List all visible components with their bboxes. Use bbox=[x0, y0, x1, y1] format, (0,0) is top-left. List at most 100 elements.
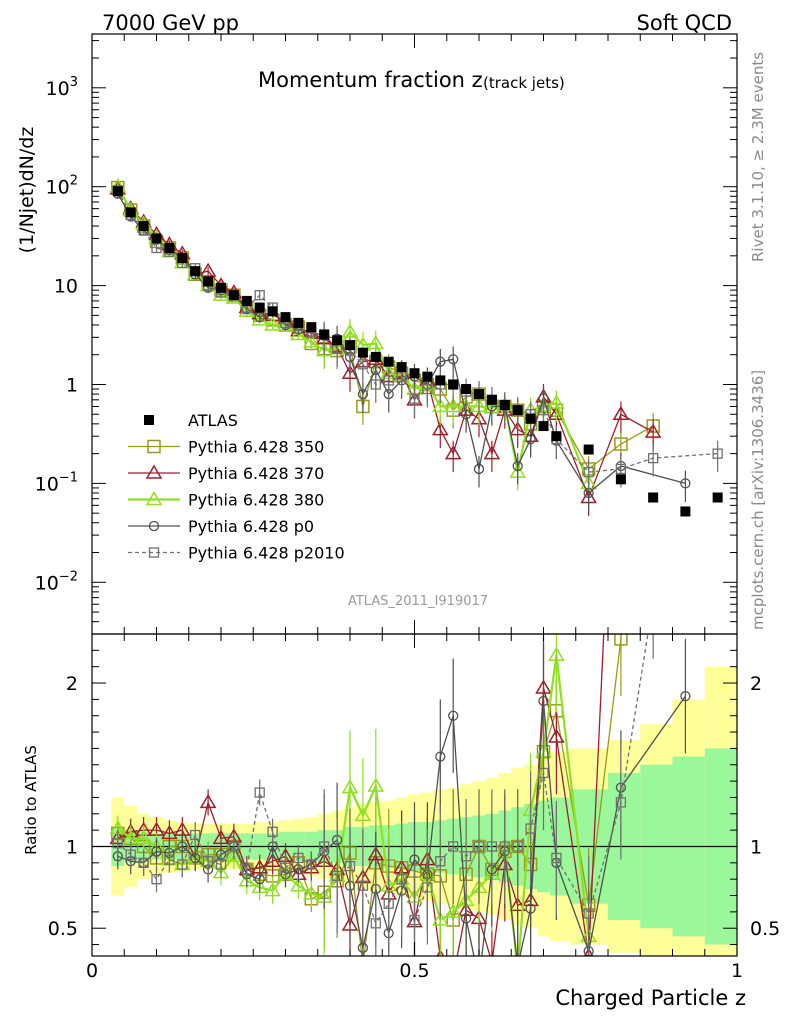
ratio-point-380 bbox=[444, 903, 462, 918]
data-point-p2010 bbox=[383, 375, 394, 386]
ratio-point-p0 bbox=[151, 846, 162, 857]
data-point-atlas bbox=[383, 356, 394, 367]
data-point-atlas bbox=[461, 384, 472, 395]
data-point-380 bbox=[290, 326, 307, 341]
ratio-point-p2010 bbox=[267, 826, 278, 837]
ratio-point-380 bbox=[264, 882, 281, 897]
main-panel: 10−2 10−1 1 10 102 103 bbox=[35, 33, 738, 635]
ratio-point-p2010 bbox=[649, 597, 658, 606]
ratio-point-370 bbox=[646, 251, 660, 263]
data-point-370 bbox=[483, 445, 501, 460]
ratio-point-350 bbox=[357, 958, 369, 970]
ratio-point-350 bbox=[614, 634, 628, 646]
data-point-p0 bbox=[357, 388, 369, 400]
ratio-point-p2010 bbox=[280, 862, 291, 873]
data-point-atlas bbox=[583, 444, 594, 455]
data-point-p2010 bbox=[396, 371, 407, 382]
data-point-p2010 bbox=[648, 452, 659, 464]
data-point-380 bbox=[341, 323, 359, 338]
ratio-point-380 bbox=[290, 877, 307, 892]
data-point-370 bbox=[509, 421, 527, 436]
ratio-point-p0 bbox=[475, 976, 484, 985]
data-point-380 bbox=[367, 334, 385, 350]
data-point-370 bbox=[199, 262, 217, 277]
ratio-panel: 0.5 0.5 1 1 2 2 0 0.5 1 bbox=[48, 251, 780, 985]
y-tick-label-main: 102 bbox=[46, 174, 78, 199]
data-point-380 bbox=[444, 397, 462, 413]
data-point-p0 bbox=[473, 463, 485, 475]
y-tick-label-main: 10−2 bbox=[35, 569, 78, 594]
x-tick-label: 0 bbox=[86, 960, 98, 982]
data-point-atlas bbox=[712, 492, 723, 503]
data-point-p2010 bbox=[422, 383, 433, 395]
data-point-380 bbox=[238, 302, 256, 318]
data-point-380 bbox=[212, 286, 230, 301]
ratio-point-p2010 bbox=[202, 856, 214, 867]
data-point-p0 bbox=[680, 478, 691, 489]
legend-marker-380 bbox=[145, 491, 163, 506]
ratio-point-380 bbox=[431, 911, 449, 926]
ratio-point-p2010 bbox=[448, 841, 459, 852]
data-point-atlas bbox=[254, 302, 265, 313]
data-point-p0 bbox=[254, 311, 265, 323]
ratio-point-380 bbox=[511, 964, 525, 976]
data-point-atlas bbox=[648, 492, 659, 503]
ratio-point-380 bbox=[135, 829, 152, 845]
data-point-p0 bbox=[448, 354, 459, 365]
data-point-atlas bbox=[345, 340, 355, 351]
ratio-line-p0 bbox=[117, 695, 686, 956]
data-point-atlas bbox=[151, 233, 162, 244]
data-point-atlas bbox=[332, 335, 343, 346]
rivet-version-label: Rivet 3.1.10, ≥ 2.3M events bbox=[749, 52, 767, 262]
data-point-atlas bbox=[203, 276, 214, 287]
data-point-atlas bbox=[409, 368, 420, 379]
data-point-p2010 bbox=[583, 466, 594, 478]
ratio-point-370 bbox=[199, 793, 217, 809]
ratio-plot-area bbox=[92, 251, 737, 985]
ratio-point-p2010 bbox=[125, 849, 136, 860]
header-right: Soft QCD bbox=[637, 11, 732, 35]
data-point-p2010 bbox=[357, 359, 369, 370]
ratio-point-p2010 bbox=[486, 841, 498, 852]
data-point-atlas bbox=[525, 413, 536, 424]
main-title-sub: (track jets) bbox=[483, 74, 565, 92]
main-plot-area bbox=[109, 178, 723, 517]
y-tick-label-ratio: 1 bbox=[66, 836, 78, 858]
y-tick-label-main: 103 bbox=[46, 75, 78, 100]
data-point-p2010 bbox=[615, 463, 627, 475]
legend-marker-350 bbox=[147, 439, 161, 454]
ratio-point-370 bbox=[446, 970, 460, 982]
ratio-point-p2010 bbox=[331, 870, 343, 882]
y-tick-label-ratio: 0.5 bbox=[48, 918, 78, 940]
data-point-atlas bbox=[538, 421, 549, 432]
y-axis-label-main: (1/Njet)dN/dz bbox=[16, 127, 38, 254]
data-point-atlas bbox=[190, 266, 201, 277]
ratio-point-370 bbox=[548, 728, 565, 743]
legend-label: Pythia 6.428 p2010 bbox=[188, 544, 345, 563]
data-point-atlas bbox=[486, 394, 497, 405]
ratio-point-380 bbox=[212, 864, 230, 879]
data-point-atlas bbox=[422, 371, 433, 382]
ratio-point-370 bbox=[264, 852, 281, 867]
ratio-point-380 bbox=[302, 885, 320, 900]
ratio-point-p2010 bbox=[215, 859, 227, 870]
y-tick-label-ratio-right: 1 bbox=[750, 836, 762, 858]
ratio-point-p0 bbox=[357, 942, 369, 953]
y-tick-label-ratio: 2 bbox=[66, 673, 78, 695]
data-point-p2010 bbox=[370, 379, 381, 390]
ratio-point-p2010 bbox=[473, 841, 485, 852]
mcplots-label: mcplots.cern.ch [arXiv:1306.3436] bbox=[749, 370, 767, 630]
ratio-point-p2010 bbox=[138, 857, 149, 868]
data-point-atlas bbox=[216, 282, 226, 293]
x-tick-label: 0.5 bbox=[399, 960, 429, 982]
data-point-p0 bbox=[525, 434, 536, 445]
data-point-atlas bbox=[112, 186, 123, 197]
legend-marker-370 bbox=[145, 464, 163, 479]
data-point-atlas bbox=[615, 474, 626, 485]
ratio-point-p2010 bbox=[396, 874, 407, 885]
ratio-point-370 bbox=[490, 954, 494, 956]
ratio-point-380 bbox=[251, 878, 269, 894]
data-point-atlas bbox=[474, 389, 484, 400]
data-point-atlas bbox=[306, 322, 317, 333]
